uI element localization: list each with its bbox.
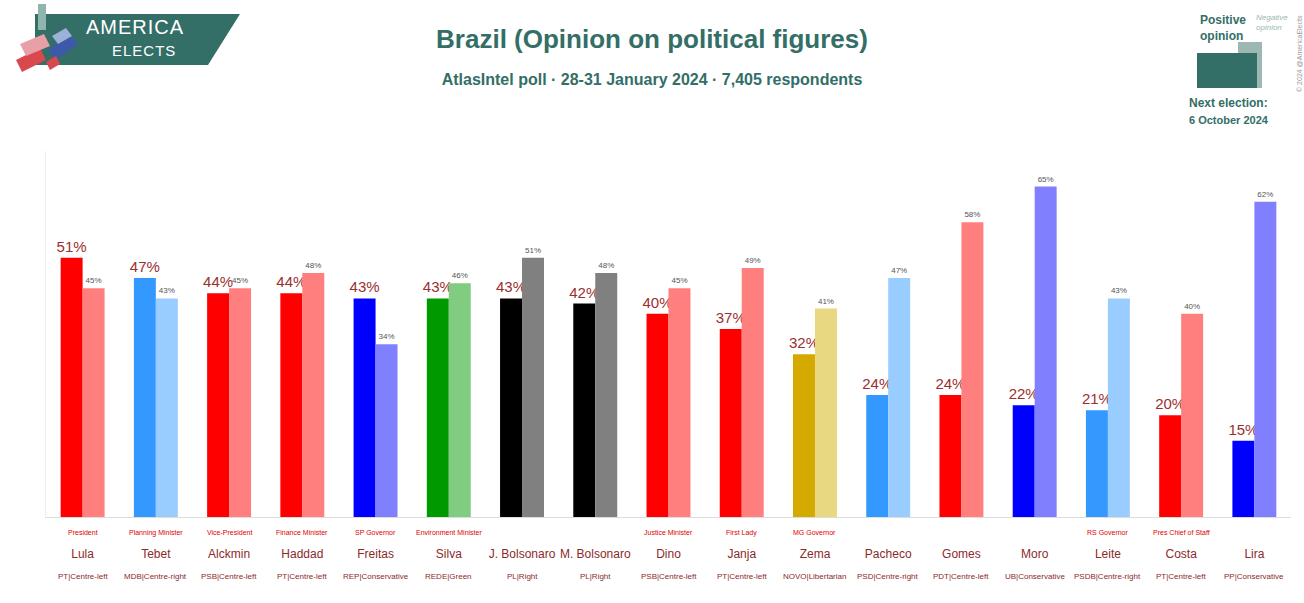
svg-text:47%: 47% (130, 258, 160, 275)
svg-text:Costa: Costa (1165, 547, 1197, 561)
svg-text:45%: 45% (232, 276, 248, 285)
svg-text:First Lady: First Lady (726, 529, 757, 537)
svg-text:Leite: Leite (1095, 547, 1121, 561)
svg-text:Haddad: Haddad (281, 547, 323, 561)
svg-text:Lula: Lula (71, 547, 94, 561)
svg-text:58%: 58% (964, 210, 980, 219)
svg-text:Vice-President: Vice-President (207, 529, 252, 536)
svg-text:REP|Conservative: REP|Conservative (343, 572, 409, 581)
html-text:Next election:: Next election: (1189, 96, 1268, 110)
svg-text:RS Governor: RS Governor (1087, 529, 1129, 536)
html-text:AMERICA: AMERICA (86, 16, 185, 38)
svg-text:Alckmin: Alckmin (208, 547, 250, 561)
svg-text:Environment Minister: Environment Minister (416, 529, 482, 536)
svg-text:49%: 49% (745, 256, 761, 265)
svg-text:41%: 41% (818, 297, 834, 306)
svg-text:Pacheco: Pacheco (865, 547, 912, 561)
html-text:ELECTS: ELECTS (112, 42, 177, 59)
svg-text:Tebet: Tebet (141, 547, 171, 561)
svg-text:Silva: Silva (436, 547, 462, 561)
svg-text:Pres Chief of Staff: Pres Chief of Staff (1153, 529, 1210, 536)
svg-text:46%: 46% (452, 271, 468, 280)
svg-text:51%: 51% (525, 246, 541, 255)
svg-text:Moro: Moro (1021, 547, 1049, 561)
svg-text:MG Governor: MG Governor (793, 529, 836, 536)
svg-text:45%: 45% (86, 276, 102, 285)
svg-text:51%: 51% (57, 238, 87, 255)
svg-text:UB|Conservative: UB|Conservative (1005, 572, 1065, 581)
svg-text:62%: 62% (1257, 190, 1273, 199)
svg-text:PSDB|Centre-right: PSDB|Centre-right (1074, 572, 1141, 581)
svg-text:65%: 65% (1038, 175, 1054, 184)
svg-text:Dino: Dino (656, 547, 681, 561)
svg-text:Janja: Janja (727, 547, 756, 561)
svg-text:M. Bolsonaro: M. Bolsonaro (560, 547, 631, 561)
html-text:Negative opinion: Negative opinion (1256, 13, 1288, 32)
svg-text:PL|Right: PL|Right (507, 572, 538, 581)
svg-text:Gomes: Gomes (942, 547, 981, 561)
svg-text:Justice Minister: Justice Minister (644, 529, 693, 536)
svg-text:43%: 43% (159, 286, 175, 295)
svg-text:34%: 34% (379, 332, 395, 341)
svg-text:PL|Right: PL|Right (580, 572, 611, 581)
svg-text:J. Bolsonaro: J. Bolsonaro (489, 547, 556, 561)
svg-text:Freitas: Freitas (357, 547, 394, 561)
svg-text:SP Governor: SP Governor (355, 529, 396, 536)
svg-text:Finance Minister: Finance Minister (276, 529, 328, 536)
svg-text:24%: 24% (935, 375, 965, 392)
svg-text:20%: 20% (1155, 395, 1185, 412)
svg-text:Zema: Zema (800, 547, 831, 561)
svg-text:PT|Centre-left: PT|Centre-left (277, 572, 327, 581)
svg-text:REDE|Green: REDE|Green (425, 572, 472, 581)
svg-text:PP|Conservative: PP|Conservative (1224, 572, 1284, 581)
svg-text:37%: 37% (716, 309, 746, 326)
svg-text:PSB|Centre-left: PSB|Centre-left (201, 572, 257, 581)
svg-text:Planning Minister: Planning Minister (129, 529, 183, 537)
svg-text:22%: 22% (1009, 385, 1039, 402)
html-text:Brazil (Opinion on political f: Brazil (Opinion on political figures) (436, 24, 868, 54)
svg-text:40%: 40% (642, 294, 672, 311)
svg-text:42%: 42% (569, 284, 599, 301)
svg-text:45%: 45% (671, 276, 687, 285)
html-text:AtlasIntel poll · 28-31 Januar: AtlasIntel poll · 28-31 January 2024 · 7… (441, 71, 863, 88)
svg-text:PDT|Centre-left: PDT|Centre-left (933, 572, 989, 581)
svg-text:24%: 24% (862, 375, 892, 392)
svg-text:48%: 48% (598, 261, 614, 270)
svg-text:48%: 48% (305, 261, 321, 270)
svg-text:15%: 15% (1228, 421, 1258, 438)
svg-text:43%: 43% (496, 278, 526, 295)
html-text:© 2024 @AmericaElects: © 2024 @AmericaElects (1296, 15, 1303, 92)
svg-text:PSB|Centre-left: PSB|Centre-left (641, 572, 697, 581)
svg-text:Lira: Lira (1244, 547, 1264, 561)
svg-text:43%: 43% (423, 278, 453, 295)
svg-text:PSD|Centre-right: PSD|Centre-right (857, 572, 919, 581)
svg-text:PT|Centre-left: PT|Centre-left (717, 572, 767, 581)
svg-text:PT|Centre-left: PT|Centre-left (58, 572, 108, 581)
svg-text:40%: 40% (1184, 302, 1200, 311)
svg-text:PT|Centre-left: PT|Centre-left (1156, 572, 1206, 581)
svg-text:44%: 44% (203, 273, 233, 290)
svg-text:32%: 32% (789, 334, 819, 351)
svg-text:MDB|Centre-right: MDB|Centre-right (124, 572, 187, 581)
html-text:Positive opinion: Positive opinion (1200, 13, 1246, 43)
svg-text:43%: 43% (1111, 286, 1127, 295)
html-text:6 October 2024: 6 October 2024 (1189, 114, 1268, 126)
svg-text:47%: 47% (891, 266, 907, 275)
svg-text:43%: 43% (350, 278, 380, 295)
svg-text:President: President (68, 529, 98, 536)
svg-text:NOVO|Libertarian: NOVO|Libertarian (783, 572, 846, 581)
svg-text:44%: 44% (276, 273, 306, 290)
svg-text:21%: 21% (1082, 390, 1112, 407)
